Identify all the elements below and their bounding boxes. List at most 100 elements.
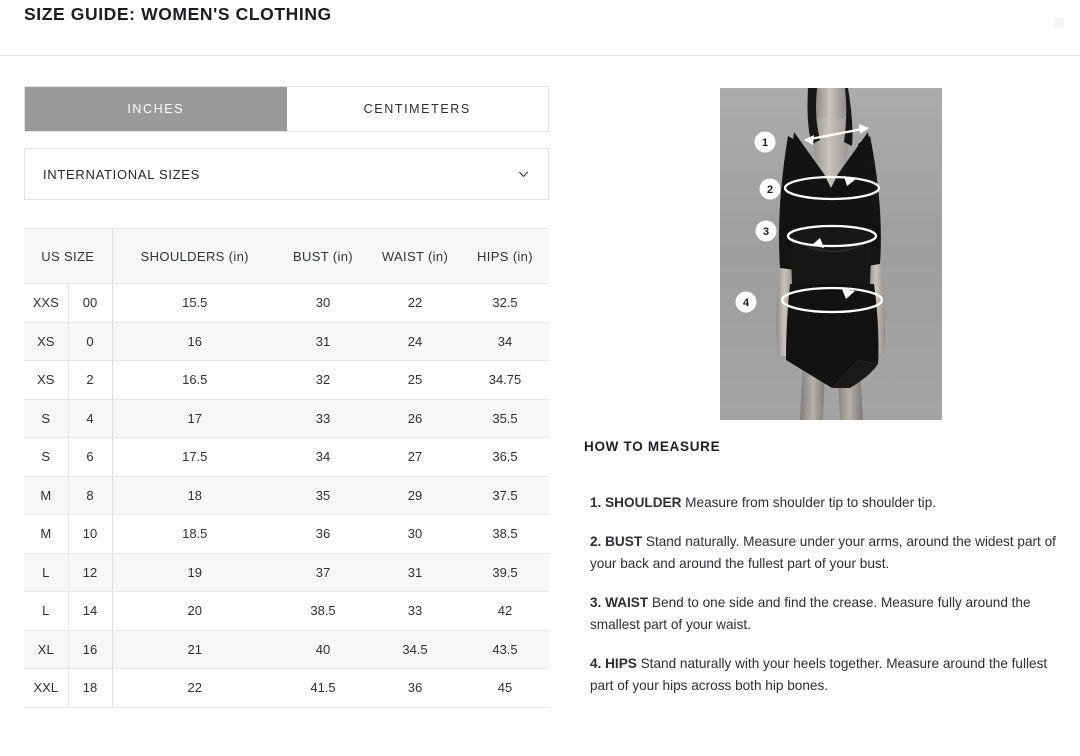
- column-header-hips: HIPS (in): [461, 228, 549, 284]
- measure-instruction-text: Stand naturally. Measure under your arms…: [590, 533, 1056, 571]
- cell-waist: 27: [369, 437, 461, 477]
- cell-shoulders: 22: [112, 668, 277, 708]
- cell-waist: 31: [369, 552, 461, 592]
- cell-size-number: 18: [68, 668, 113, 708]
- size-guide-panel: INCHES CENTIMETERS INTERNATIONAL SIZES U…: [24, 86, 549, 708]
- table-row: M 8 18 35 29 37.5: [24, 475, 549, 515]
- cell-bust: 33: [277, 398, 369, 438]
- tab-centimeters[interactable]: CENTIMETERS: [286, 87, 548, 131]
- column-header-waist: WAIST (in): [369, 228, 461, 284]
- cell-size-number: 16: [68, 629, 113, 669]
- measure-instruction-1: 1. SHOULDER Measure from shoulder tip to…: [584, 492, 1062, 514]
- cell-waist: 30: [369, 514, 461, 554]
- cell-shoulders: 16.5: [112, 360, 277, 400]
- cell-size-number: 8: [68, 475, 113, 515]
- table-row: S 6 17.5 34 27 36.5: [24, 437, 549, 477]
- cell-waist: 25: [369, 360, 461, 400]
- table-header-row: US SIZE SHOULDERS (in) BUST (in) WAIST (…: [24, 228, 549, 284]
- cell-hips: 39.5: [461, 552, 549, 592]
- cell-bust: 35: [277, 475, 369, 515]
- cell-size-number: 4: [68, 398, 113, 438]
- cell-hips: 32.5: [461, 283, 549, 323]
- close-icon[interactable]: [1054, 18, 1064, 28]
- cell-size-letter: XL: [24, 629, 69, 669]
- cell-size-number: 12: [68, 552, 113, 592]
- marker-2-label: 2: [767, 184, 773, 196]
- cell-hips: 37.5: [461, 475, 549, 515]
- table-row: S 4 17 33 26 35.5: [24, 398, 549, 438]
- cell-size-letter: S: [24, 398, 69, 438]
- cell-hips: 34: [461, 321, 549, 361]
- table-row: XS 0 16 31 24 34: [24, 321, 549, 361]
- cell-shoulders: 17.5: [112, 437, 277, 477]
- cell-size-letter: L: [24, 591, 69, 631]
- measure-instruction-text: Stand naturally with your heels together…: [590, 655, 1048, 693]
- column-header-us-size: US SIZE: [24, 228, 113, 284]
- table-row: M 10 18.5 36 30 38.5: [24, 514, 549, 554]
- cell-size-letter: M: [24, 514, 69, 554]
- tab-centimeters-label: CENTIMETERS: [363, 102, 471, 116]
- column-header-shoulders: SHOULDERS (in): [112, 228, 277, 284]
- cell-size-letter: M: [24, 475, 69, 515]
- marker-3-label: 3: [763, 226, 769, 238]
- cell-hips: 34.75: [461, 360, 549, 400]
- cell-size-letter: XXL: [24, 668, 69, 708]
- page-title: SIZE GUIDE: WOMEN'S CLOTHING: [24, 4, 332, 24]
- cell-shoulders: 17: [112, 398, 277, 438]
- cell-size-number: 2: [68, 360, 113, 400]
- size-chart-table: US SIZE SHOULDERS (in) BUST (in) WAIST (…: [24, 228, 549, 708]
- measure-instruction-lead: 4. HIPS: [590, 655, 637, 671]
- cell-size-letter: L: [24, 552, 69, 592]
- cell-waist: 34.5: [369, 629, 461, 669]
- size-chart-body: XXS 00 15.5 30 22 32.5 XS 0 16 31 24 34 XS 2 16.5 32 25 3…: [24, 283, 549, 708]
- cell-size-number: 6: [68, 437, 113, 477]
- cell-shoulders: 20: [112, 591, 277, 631]
- cell-shoulders: 16: [112, 321, 277, 361]
- cell-hips: 45: [461, 668, 549, 708]
- cell-bust: 38.5: [277, 591, 369, 631]
- tab-inches-label: INCHES: [127, 102, 185, 116]
- cell-size-number: 10: [68, 514, 113, 554]
- cell-hips: 38.5: [461, 514, 549, 554]
- cell-size-number: 00: [68, 283, 113, 323]
- cell-size-letter: XS: [24, 360, 69, 400]
- cell-bust: 36: [277, 514, 369, 554]
- table-row: XL 16 21 40 34.5 43.5: [24, 629, 549, 669]
- cell-shoulders: 18.5: [112, 514, 277, 554]
- measure-instruction-4: 4. HIPS Stand naturally with your heels …: [584, 653, 1062, 697]
- cell-waist: 29: [369, 475, 461, 515]
- marker-4-label: 4: [743, 297, 750, 309]
- header-divider: [0, 55, 1080, 56]
- size-system-select[interactable]: INTERNATIONAL SIZES: [24, 148, 549, 200]
- cell-waist: 33: [369, 591, 461, 631]
- marker-1-label: 1: [762, 137, 768, 149]
- cell-size-number: 14: [68, 591, 113, 631]
- tab-inches[interactable]: INCHES: [25, 87, 287, 131]
- how-to-measure-list: 1. SHOULDER Measure from shoulder tip to…: [584, 478, 1062, 714]
- measure-instruction-text: Bend to one side and find the crease. Me…: [590, 594, 1031, 632]
- table-row: XXL 18 22 41.5 36 45: [24, 668, 549, 708]
- cell-shoulders: 15.5: [112, 283, 277, 323]
- measure-instruction-3: 3. WAIST Bend to one side and find the c…: [584, 592, 1062, 636]
- unit-tab-group: INCHES CENTIMETERS: [24, 86, 549, 132]
- column-header-bust: BUST (in): [277, 228, 369, 284]
- cell-waist: 26: [369, 398, 461, 438]
- cell-hips: 43.5: [461, 629, 549, 669]
- cell-size-letter: XS: [24, 321, 69, 361]
- cell-bust: 31: [277, 321, 369, 361]
- cell-shoulders: 21: [112, 629, 277, 669]
- cell-bust: 30: [277, 283, 369, 323]
- table-row: XXS 00 15.5 30 22 32.5: [24, 283, 549, 323]
- chevron-down-icon: [518, 171, 529, 178]
- measure-instruction-lead: 2. BUST: [590, 533, 643, 549]
- table-row: L 14 20 38.5 33 42: [24, 591, 549, 631]
- size-system-value: INTERNATIONAL SIZES: [43, 166, 201, 182]
- cell-waist: 22: [369, 283, 461, 323]
- cell-bust: 40: [277, 629, 369, 669]
- how-to-measure-title: HOW TO MEASURE: [584, 439, 721, 454]
- cell-waist: 36: [369, 668, 461, 708]
- cell-bust: 37: [277, 552, 369, 592]
- cell-shoulders: 18: [112, 475, 277, 515]
- cell-hips: 35.5: [461, 398, 549, 438]
- cell-size-letter: XXS: [24, 283, 69, 323]
